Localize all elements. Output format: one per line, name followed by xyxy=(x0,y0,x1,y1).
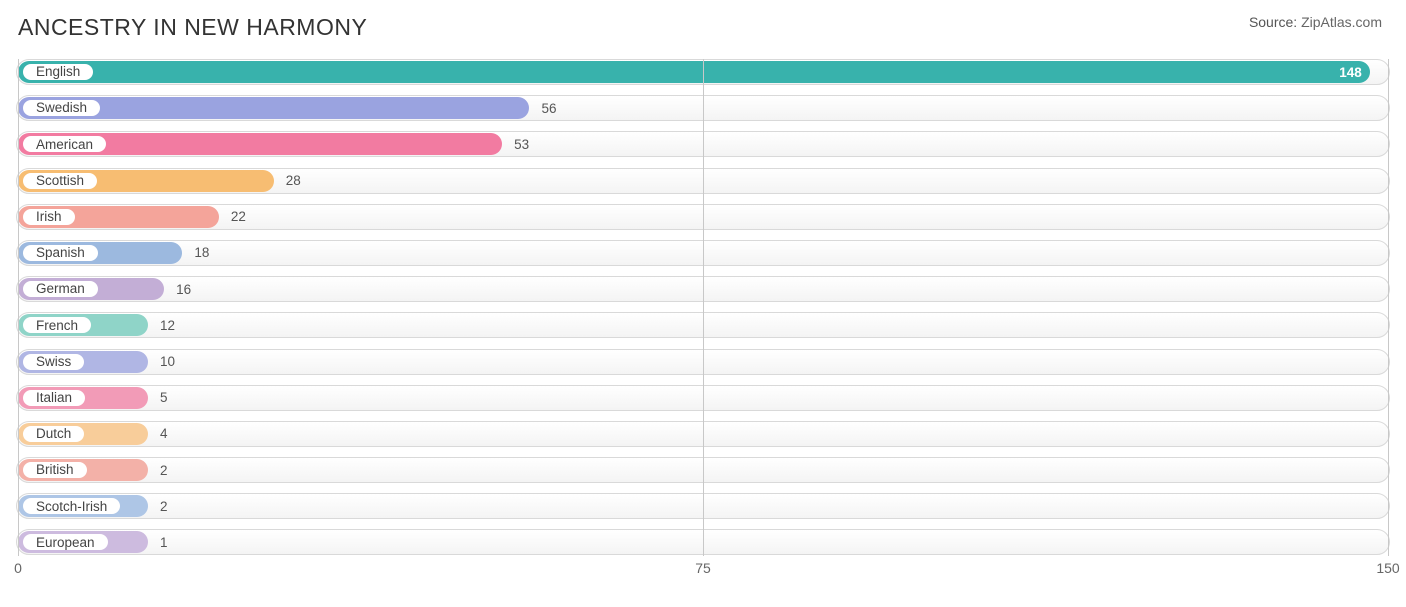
bar-value: 18 xyxy=(186,240,217,266)
bar-value: 53 xyxy=(506,131,537,157)
x-axis: 075150 xyxy=(16,556,1390,582)
chart-header: ANCESTRY IN NEW HARMONY Source: ZipAtlas… xyxy=(0,0,1406,47)
axis-tick-label: 150 xyxy=(1376,560,1399,576)
bar-value: 1 xyxy=(152,529,176,555)
bar-value: 22 xyxy=(223,204,254,230)
bar-value: 16 xyxy=(168,276,199,302)
bar-label-pill: Swedish xyxy=(21,98,102,118)
bar-label-pill: American xyxy=(21,134,108,154)
bar-value: 2 xyxy=(152,493,176,519)
chart-title: ANCESTRY IN NEW HARMONY xyxy=(18,14,367,41)
axis-tick-label: 75 xyxy=(695,560,711,576)
chart-source: Source: ZipAtlas.com xyxy=(1249,14,1382,30)
bar-label-pill: Scottish xyxy=(21,171,99,191)
bar-value: 2 xyxy=(152,457,176,483)
bar-label-pill: Swiss xyxy=(21,352,86,372)
bar-value: 4 xyxy=(152,421,176,447)
bar-label-pill: French xyxy=(21,315,93,335)
gridline xyxy=(18,59,19,556)
bar-label-pill: Italian xyxy=(21,388,87,408)
bar-label-pill: Dutch xyxy=(21,424,86,444)
bar-label-pill: Scotch-Irish xyxy=(21,496,122,516)
bar-label-pill: Irish xyxy=(21,207,77,227)
chart-plot: English 148 Swedish 56 American 53 Scottish 28 I… xyxy=(16,59,1390,556)
gridline xyxy=(1388,59,1389,556)
bar-value: 5 xyxy=(152,385,176,411)
bar-value: 56 xyxy=(533,95,564,121)
source-label: Source: xyxy=(1249,14,1297,30)
source-link: ZipAtlas.com xyxy=(1301,14,1382,30)
axis-tick-label: 0 xyxy=(14,560,22,576)
bar-value: 148 xyxy=(1331,59,1370,85)
bar-value: 10 xyxy=(152,349,183,375)
gridline xyxy=(703,59,704,556)
bar-fill xyxy=(18,61,1370,83)
bar-label-pill: European xyxy=(21,532,110,552)
bar-label-pill: British xyxy=(21,460,89,480)
bar-label-pill: English xyxy=(21,62,95,82)
bar-label-pill: German xyxy=(21,279,100,299)
bar-value: 28 xyxy=(278,168,309,194)
bar-label-pill: Spanish xyxy=(21,243,100,263)
chart-area: English 148 Swedish 56 American 53 Scottish 28 I… xyxy=(0,47,1406,582)
bar-value: 12 xyxy=(152,312,183,338)
